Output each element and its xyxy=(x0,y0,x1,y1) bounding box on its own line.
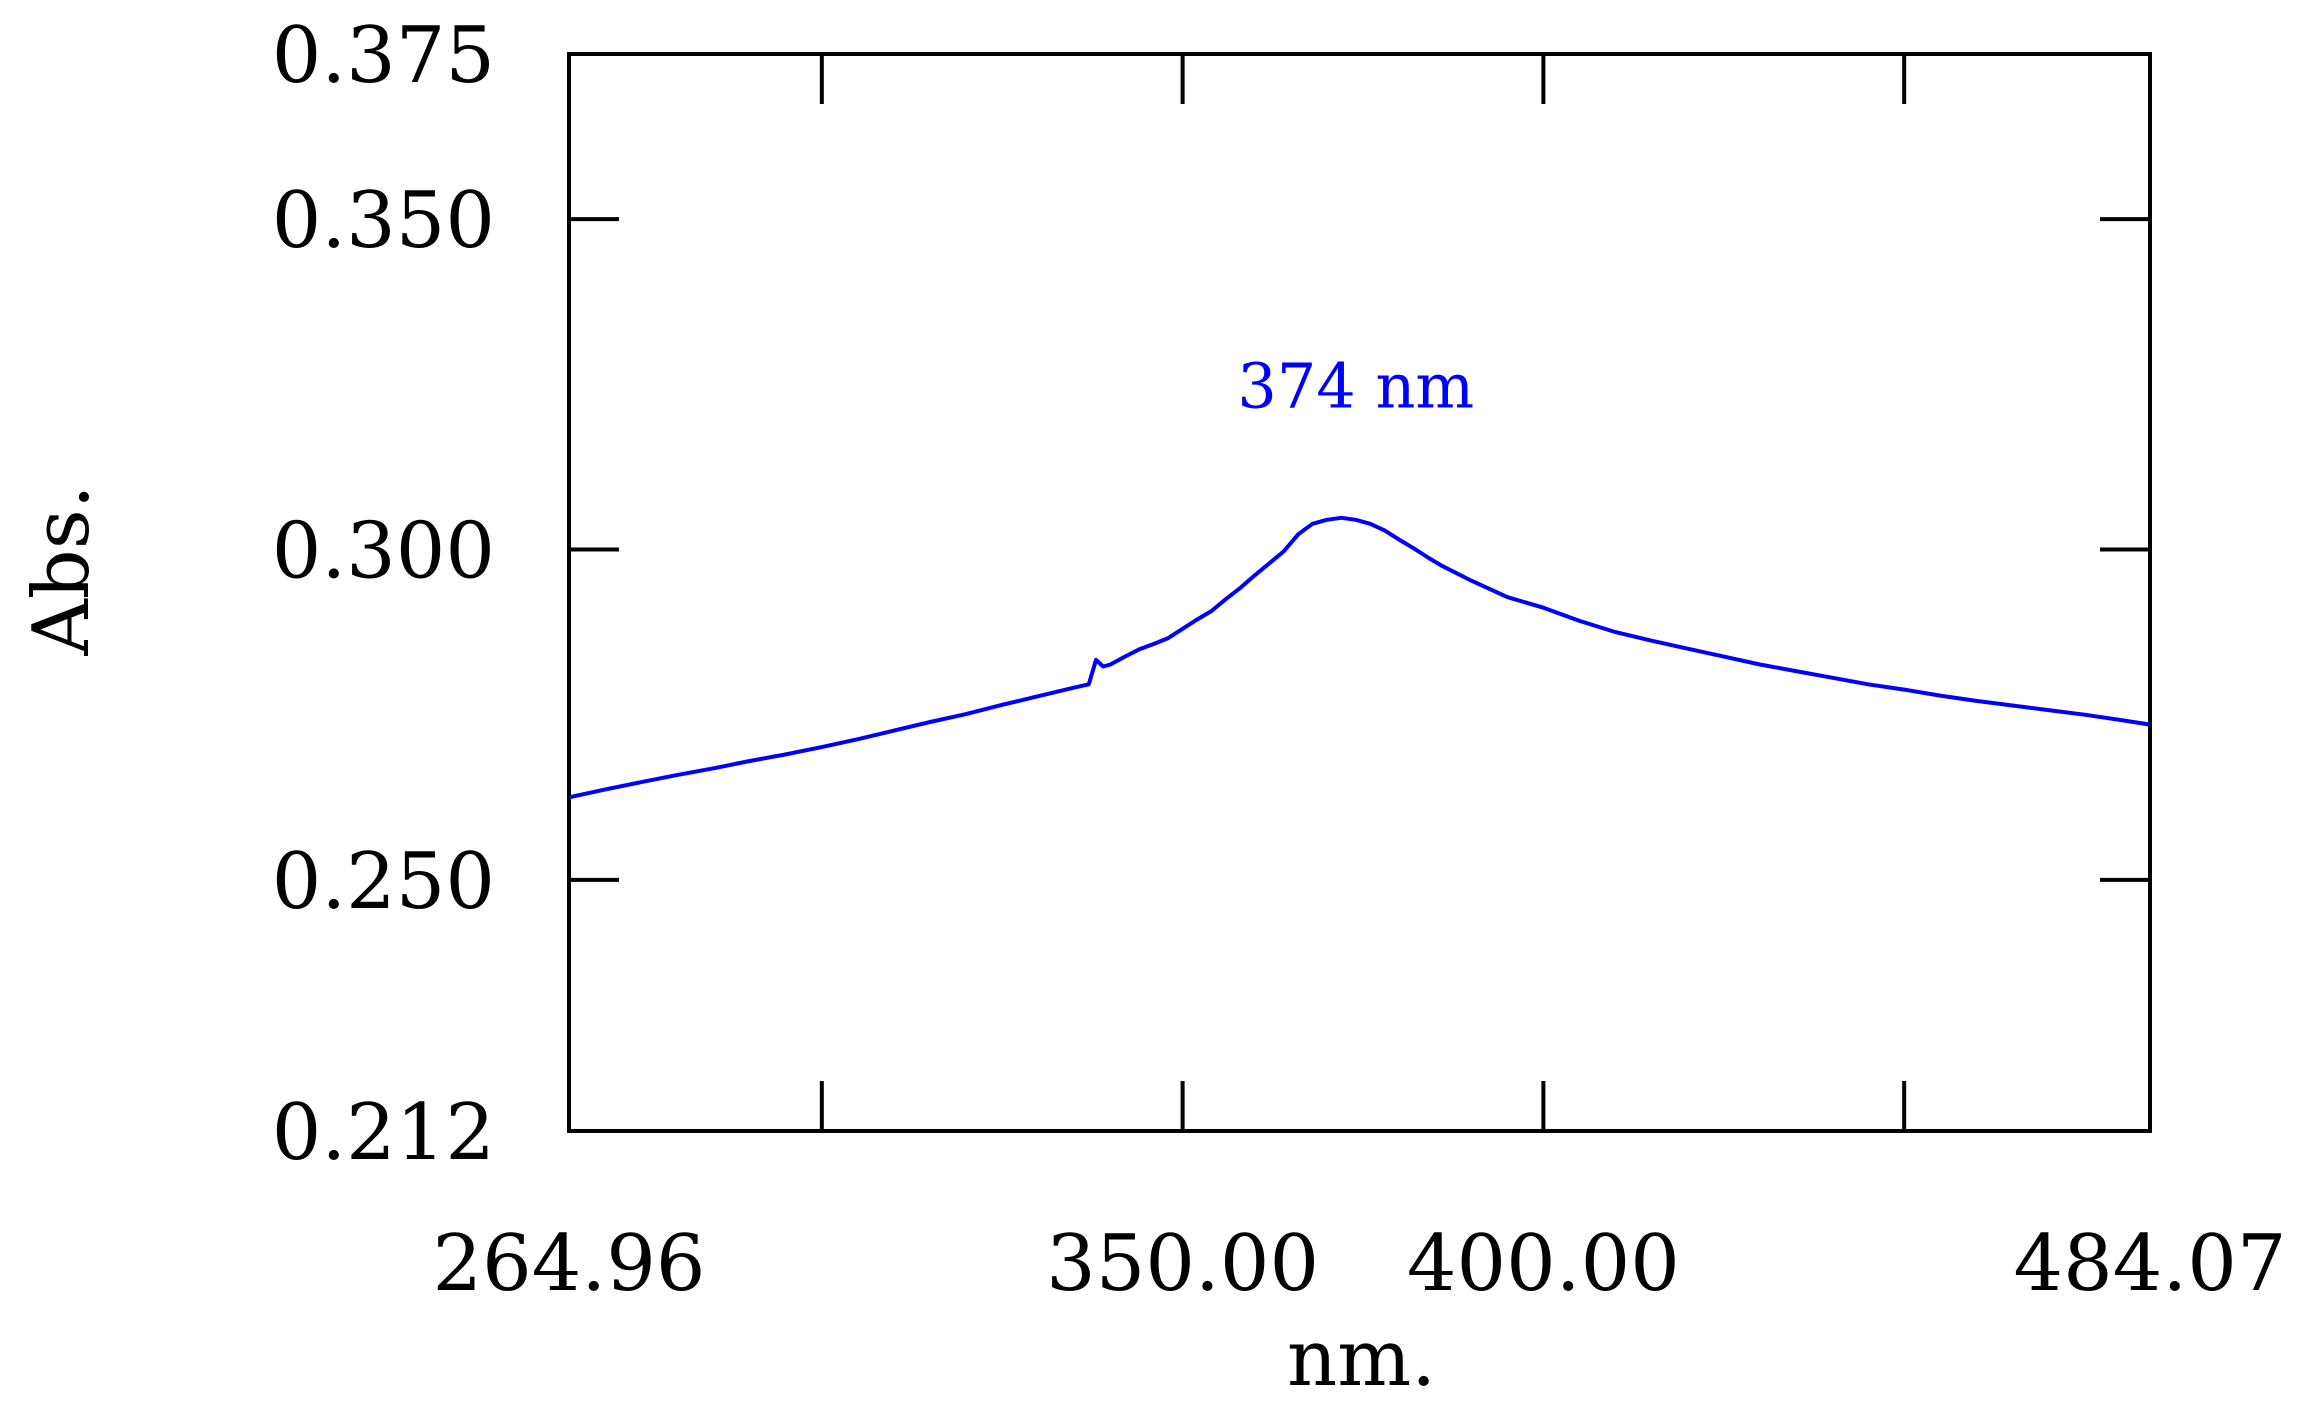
y-tick-label-4: 0.375 xyxy=(272,11,495,101)
x-tick-label-0: 264.96 xyxy=(433,1219,706,1309)
y-tick-label-3: 0.350 xyxy=(272,176,495,266)
y-tick-label-1: 0.250 xyxy=(272,837,495,927)
x-tick-label-2: 350.00 xyxy=(1046,1219,1319,1309)
y-tick-label-2: 0.300 xyxy=(272,507,495,597)
peak-annotation: 374 nm xyxy=(1237,350,1474,423)
tick-marks xyxy=(569,54,2150,1131)
spectrum-line-0 xyxy=(568,515,2151,800)
series-layer xyxy=(568,515,2151,800)
x-tick-label-5: 484.07 xyxy=(2014,1219,2287,1309)
y-tick-label-0: 0.212 xyxy=(272,1088,495,1178)
x-tick-label-3: 400.00 xyxy=(1407,1219,1680,1309)
tick-labels: 264.96 350.00 400.00 484.07 0.212 0.250 0.300 0… xyxy=(272,11,2287,1309)
y-axis-title: Abs. xyxy=(17,484,107,656)
plot-frame xyxy=(567,52,2152,1133)
x-axis-title: nm. xyxy=(1287,1314,1436,1404)
